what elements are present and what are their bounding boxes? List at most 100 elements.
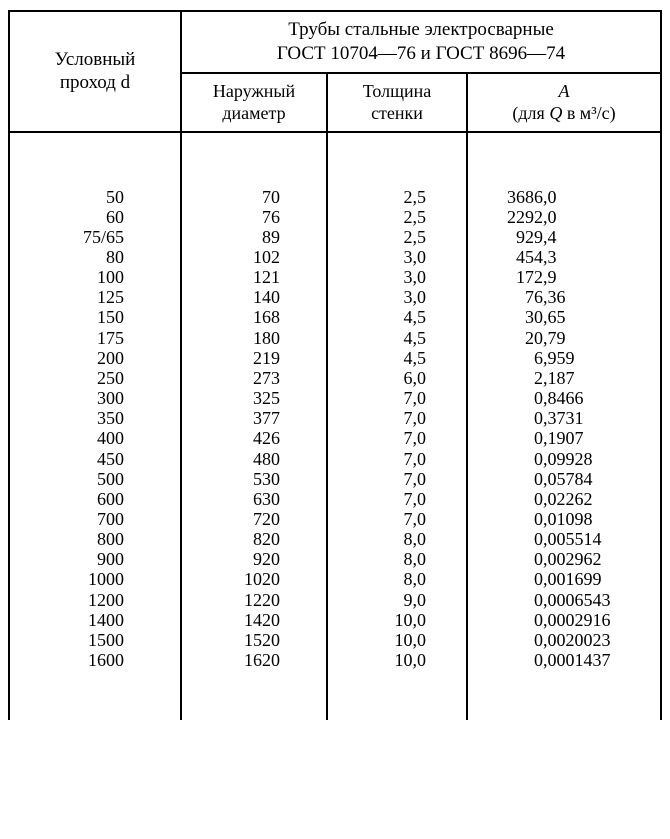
table-row: 3503777,0 0,3731 [9,408,661,428]
table-row: 4004267,0 0,1907 [9,428,661,448]
pipe-table: Условныйпроход d Трубы стальные электрос… [8,10,662,720]
cell-d: 800 [9,529,181,549]
cell-outer: 377 [181,408,327,428]
table-row: 75/65892,5 929,4 [9,227,661,247]
cell-d: 125 [9,287,181,307]
cell-d: 200 [9,348,181,368]
cell-a: 0,8466 [467,388,661,408]
table-row: 801023,0 454,3 [9,247,661,267]
table-row: 9009208,0 0,002962 [9,549,661,569]
cell-wall: 9,0 [327,590,467,610]
col-group-header: Трубы стальные электросварныеГОСТ 10704—… [181,11,661,73]
cell-outer: 140 [181,287,327,307]
cell-d: 80 [9,247,181,267]
cell-d: 175 [9,328,181,348]
col-header-wall: Толщинастенки [327,73,467,132]
cell-a: 0,02262 [467,489,661,509]
cell-a: 30,65 [467,307,661,327]
cell-wall: 8,0 [327,529,467,549]
table-row: 1400142010,0 0,0002916 [9,610,661,630]
table-body: 50702,5 3686,060762,5 2292,075/65892,5 9… [9,187,661,671]
cell-wall: 2,5 [327,227,467,247]
cell-d: 75/65 [9,227,181,247]
cell-wall: 3,0 [327,287,467,307]
cell-outer: 1520 [181,630,327,650]
cell-d: 450 [9,449,181,469]
cell-wall: 4,5 [327,328,467,348]
table-row: 5005307,0 0,05784 [9,469,661,489]
cell-outer: 219 [181,348,327,368]
cell-d: 150 [9,307,181,327]
cell-wall: 10,0 [327,630,467,650]
cell-d: 350 [9,408,181,428]
table-row: 1251403,0 76,36 [9,287,661,307]
table-row: 60762,5 2292,0 [9,207,661,227]
cell-a: 0,3731 [467,408,661,428]
cell-outer: 820 [181,529,327,549]
cell-outer: 1220 [181,590,327,610]
cell-d: 60 [9,207,181,227]
cell-outer: 273 [181,368,327,388]
table-row: 3003257,0 0,8466 [9,388,661,408]
cell-a: 0,01098 [467,509,661,529]
cell-outer: 530 [181,469,327,489]
cell-wall: 7,0 [327,388,467,408]
table-row: 1600162010,0 0,0001437 [9,650,661,670]
cell-d: 100 [9,267,181,287]
cell-a: 0,0020023 [467,630,661,650]
col-header-a-text: A(для Q в м³/с) [512,81,615,124]
cell-wall: 8,0 [327,549,467,569]
cell-wall: 10,0 [327,610,467,630]
table-row: 1501684,5 30,65 [9,307,661,327]
table-row: 1500152010,0 0,0020023 [9,630,661,650]
cell-a: 3686,0 [467,187,661,207]
page: Условныйпроход d Трубы стальные электрос… [0,0,670,839]
cell-wall: 2,5 [327,207,467,227]
cell-wall: 10,0 [327,650,467,670]
cell-d: 1500 [9,630,181,650]
cell-a: 0,001699 [467,569,661,589]
cell-wall: 7,0 [327,428,467,448]
cell-outer: 1020 [181,569,327,589]
cell-a: 0,09928 [467,449,661,469]
cell-wall: 7,0 [327,469,467,489]
cell-outer: 630 [181,489,327,509]
cell-d: 500 [9,469,181,489]
cell-wall: 8,0 [327,569,467,589]
table-row: 100010208,0 0,001699 [9,569,661,589]
table-tail [9,670,661,720]
cell-d: 300 [9,388,181,408]
cell-wall: 3,0 [327,247,467,267]
col-header-wall-text: Толщинастенки [363,81,432,124]
table-row: 6006307,0 0,02262 [9,489,661,509]
table-row: 4504807,0 0,09928 [9,449,661,469]
col-header-outer-dia-text: Наружныйдиаметр [213,81,295,124]
cell-outer: 1620 [181,650,327,670]
col-header-d: Условныйпроход d [9,11,181,132]
cell-d: 900 [9,549,181,569]
cell-wall: 7,0 [327,489,467,509]
cell-d: 400 [9,428,181,448]
cell-wall: 7,0 [327,509,467,529]
cell-outer: 102 [181,247,327,267]
cell-d: 50 [9,187,181,207]
cell-wall: 4,5 [327,307,467,327]
header-body-gap [9,132,661,187]
table-row: 8008208,0 0,005514 [9,529,661,549]
cell-d: 1000 [9,569,181,589]
col-header-a: A(для Q в м³/с) [467,73,661,132]
cell-a: 0,0002916 [467,610,661,630]
cell-a: 172,9 [467,267,661,287]
cell-wall: 7,0 [327,408,467,428]
cell-a: 6,959 [467,348,661,368]
table-header: Условныйпроход d Трубы стальные электрос… [9,11,661,132]
col-group-header-text: Трубы стальные электросварныеГОСТ 10704—… [277,19,565,64]
cell-outer: 325 [181,388,327,408]
cell-d: 1400 [9,610,181,630]
cell-a: 0,1907 [467,428,661,448]
cell-outer: 168 [181,307,327,327]
cell-a: 0,0006543 [467,590,661,610]
cell-wall: 7,0 [327,449,467,469]
cell-outer: 920 [181,549,327,569]
cell-a: 454,3 [467,247,661,267]
